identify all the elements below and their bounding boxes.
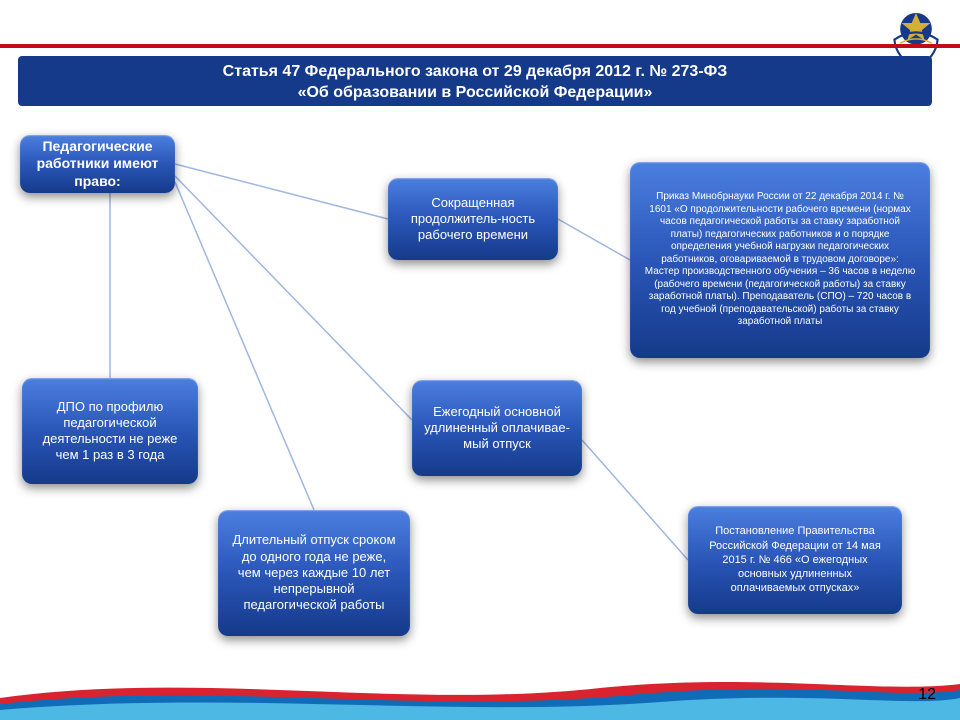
page-number: 12 [918,686,936,704]
header-line1: Статья 47 Федерального закона от 29 дека… [18,62,932,83]
node-n4: Длительный отпуск сроком до одного года … [218,510,410,636]
edge-root-n3 [175,176,412,420]
node-label: Длительный отпуск сроком до одного года … [230,532,398,613]
node-label: Ежегодный основной удлиненный оплачивае-… [424,404,570,453]
slide: Статья 47 Федерального закона от 29 дека… [0,0,960,720]
node-leaf2: Постановление Правительства Российской Ф… [688,506,902,614]
node-label: Приказ Минобрнауки России от 22 декабря … [644,191,916,329]
header-banner: Статья 47 Федерального закона от 29 дека… [18,56,932,106]
edge-root-n1 [175,164,388,219]
node-n1: Сокращенная продолжитель-ность рабочего … [388,178,558,260]
node-n2: ДПО по профилю педагогической деятельнос… [22,378,198,484]
edge-n1-leaf1 [558,219,630,260]
header-line2: «Об образовании в Российской Федерации» [18,83,932,104]
node-n3: Ежегодный основной удлиненный оплачивае-… [412,380,582,476]
node-root: Педагогические работники имеют право: [20,135,175,193]
node-label: Сокращенная продолжитель-ность рабочего … [400,195,546,244]
edge-n3-leaf2 [582,440,688,560]
node-label: ДПО по профилю педагогической деятельнос… [34,399,186,464]
node-leaf1: Приказ Минобрнауки России от 22 декабря … [630,162,930,358]
node-label: Постановление Правительства Российской Ф… [700,524,890,595]
bottom-wave [0,660,960,720]
node-label: Педагогические работники имеют право: [20,138,175,191]
top-red-line [0,44,960,48]
